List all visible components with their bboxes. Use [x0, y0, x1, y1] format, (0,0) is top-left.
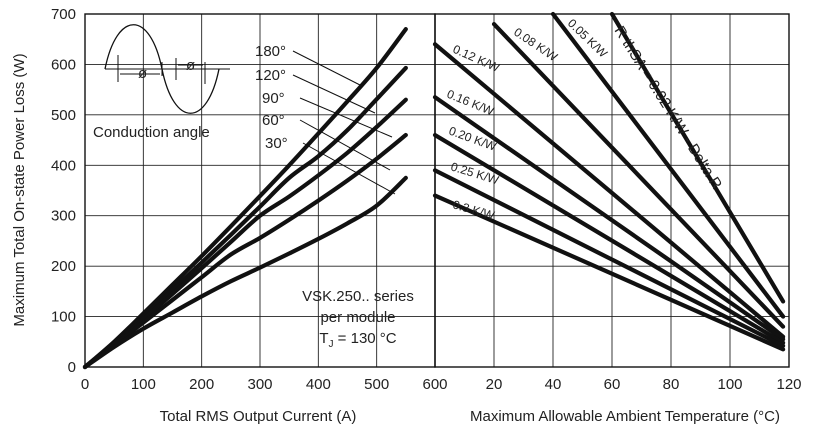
thermal-resistance-line-2	[491, 21, 786, 329]
thermal-resistance-line-6	[432, 168, 786, 348]
thermal-resistance-line-0	[609, 11, 786, 304]
left-x-axis-label: Total RMS Output Current (A)	[160, 408, 357, 425]
right-x-tick-label: 120	[776, 376, 801, 393]
left-x-tick-label: 300	[247, 376, 272, 393]
thermal-resistance-label: 0.12 K/W	[451, 42, 502, 75]
left-curves	[82, 27, 408, 370]
inset-phi-1: ø	[138, 65, 147, 82]
curve-label: 90°	[262, 90, 285, 107]
right-x-tick-label: 60	[604, 376, 621, 393]
right-plot-frame	[434, 13, 790, 368]
curve-label-leader	[299, 119, 391, 171]
curve-label-leader	[292, 50, 361, 86]
left-x-tick-label: 100	[131, 376, 156, 393]
curve-label-leader	[302, 142, 396, 195]
thermal-resistance-line-3	[432, 42, 786, 339]
left-x-tick-label: 500	[364, 376, 389, 393]
curve-label: 120°	[255, 67, 286, 84]
inset-phi-2: ø	[186, 57, 195, 74]
y-tick-label: 0	[68, 359, 76, 376]
right-x-tick-label: 20	[486, 376, 503, 393]
left-series-labels: 180° 120° 90° 60° 30°	[255, 43, 396, 195]
left-x-tick-label: 0	[81, 376, 89, 393]
right-x-tick-label: 40	[545, 376, 562, 393]
thermal-resistance-line-5	[432, 132, 786, 345]
left-x-tick-label: 600	[422, 376, 447, 393]
left-grid	[85, 14, 435, 367]
y-tick-label: 400	[51, 157, 76, 174]
curve-label-leader	[292, 74, 376, 114]
y-tick-label: 200	[51, 258, 76, 275]
curve-30-deg	[82, 175, 408, 370]
series-annotation: VSK.250.. series per module TJ = 130 °C	[302, 288, 414, 350]
y-tick-label: 600	[51, 56, 76, 73]
annotation-line-2: per module	[320, 309, 395, 326]
thermal-resistance-line-7	[432, 193, 786, 352]
right-x-tick-label: 100	[717, 376, 742, 393]
thermal-resistance-line-1	[550, 11, 786, 319]
curve-label: 60°	[262, 112, 285, 129]
curve-label: 30°	[265, 135, 288, 152]
y-axis-label: Maximum Total On-state Power Loss (W)	[11, 53, 28, 326]
left-x-tick-label: 400	[306, 376, 331, 393]
curve-60-deg	[82, 132, 408, 370]
annotation-line-1: VSK.250.. series	[302, 288, 414, 305]
left-x-tick-label: 200	[189, 376, 214, 393]
y-tick-label: 700	[51, 6, 76, 23]
conduction-angle-inset: ø ø Conduction angle	[93, 24, 230, 141]
right-x-tick-label: 80	[663, 376, 680, 393]
curve-label-leader	[299, 97, 393, 138]
inset-label: Conduction angle	[93, 124, 210, 141]
y-tick-label: 100	[51, 309, 76, 326]
right-x-axis-label: Maximum Allowable Ambient Temperature (°…	[470, 408, 780, 425]
curve-180-deg	[82, 27, 408, 370]
thermal-resistance-line-4	[432, 95, 786, 342]
annotation-line-3: TJ = 130 °C	[319, 330, 396, 350]
curve-label: 180°	[255, 43, 286, 60]
y-tick-label: 500	[51, 107, 76, 124]
tick-labels: 0 100 200 300 400 500 600 700 0 100 200 300 400 500 60…	[51, 6, 802, 393]
thermal-resistance-label: 0.3 K/W	[451, 197, 497, 222]
right-curves	[432, 11, 786, 352]
curve-90-deg	[82, 97, 408, 370]
y-tick-label: 300	[51, 208, 76, 225]
thermal-resistance-label: 0.20 K/W	[447, 124, 499, 154]
